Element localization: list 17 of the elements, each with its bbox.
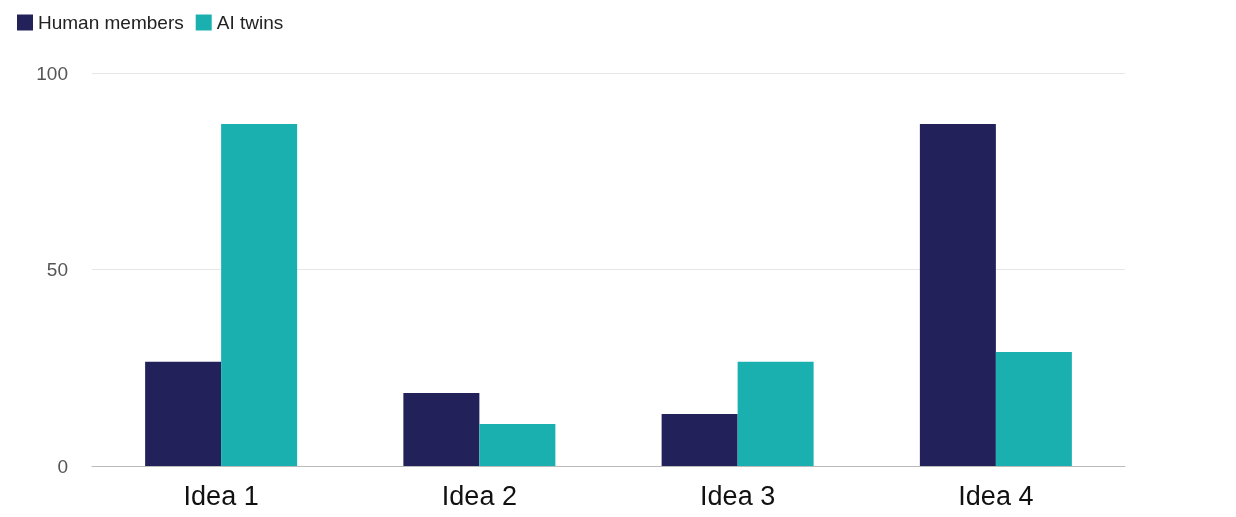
bar (995, 352, 1072, 466)
bar (737, 361, 814, 466)
bar (221, 124, 298, 466)
x-tick-label: Idea 4 (958, 480, 1034, 511)
bar (479, 423, 556, 466)
bar (403, 392, 480, 466)
bar (145, 361, 222, 466)
y-tick-label: 0 (57, 455, 68, 477)
y-tick-label: 100 (36, 62, 68, 84)
y-tick-label: 50 (46, 259, 68, 280)
x-tick-label: Idea 1 (183, 480, 259, 511)
bar (919, 124, 996, 466)
x-tick-label: Idea 3 (700, 480, 776, 511)
legend-label: AI twins (216, 12, 284, 33)
legend-label: Human members (38, 12, 184, 33)
bar (661, 414, 738, 466)
x-tick-label: Idea 2 (441, 480, 517, 511)
